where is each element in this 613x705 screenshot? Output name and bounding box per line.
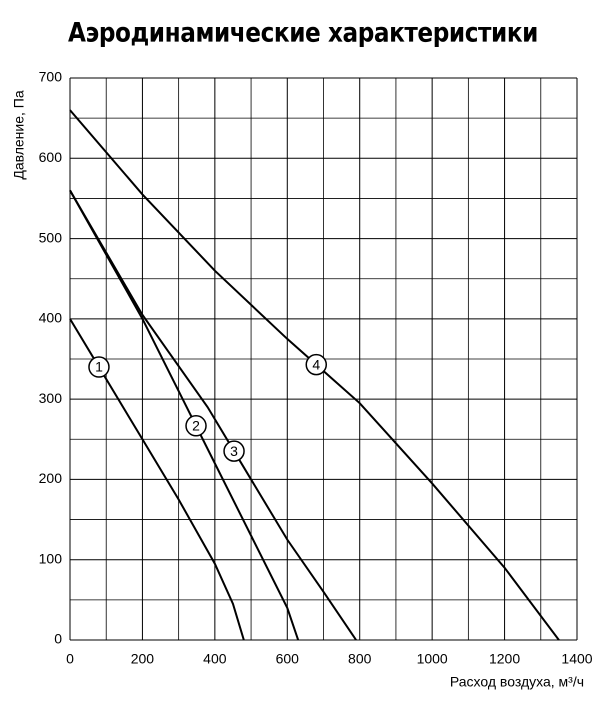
y-tick-label: 400 <box>39 310 63 326</box>
curve <box>69 189 300 641</box>
y-axis-label: Давление, Па <box>11 90 27 180</box>
curve-label-circle <box>223 440 245 462</box>
y-tick-label: 300 <box>39 390 63 406</box>
curve <box>69 109 560 641</box>
curve-label-circle <box>88 356 110 378</box>
curve <box>69 318 245 641</box>
x-axis-label: Расход воздуха, м³/ч <box>450 674 584 690</box>
y-tick-label: 100 <box>39 550 63 566</box>
y-tick-label: 200 <box>39 470 63 486</box>
x-tick-label: 600 <box>276 651 300 667</box>
x-tick-label: 1200 <box>489 651 520 667</box>
curve-label: 4 <box>312 356 320 372</box>
chart-title: Аэродинамические характеристики <box>68 18 538 49</box>
x-tick-label: 200 <box>131 651 155 667</box>
x-tick-label: 800 <box>348 651 372 667</box>
x-tick-label: 400 <box>203 651 227 667</box>
curve-label: 2 <box>192 418 200 434</box>
y-tick-label: 700 <box>39 69 63 85</box>
curve-label: 1 <box>95 359 103 375</box>
y-tick-label: 500 <box>39 229 63 245</box>
curve <box>69 189 357 641</box>
x-tick-label: 0 <box>66 651 74 667</box>
x-tick-label: 1000 <box>417 651 448 667</box>
curve-label: 3 <box>230 443 238 459</box>
curve-label-circle <box>185 415 207 437</box>
y-tick-label: 600 <box>39 149 63 165</box>
x-tick-label: 1400 <box>561 651 592 667</box>
curve-label-circle <box>305 353 328 376</box>
y-tick-label: 0 <box>54 631 62 647</box>
